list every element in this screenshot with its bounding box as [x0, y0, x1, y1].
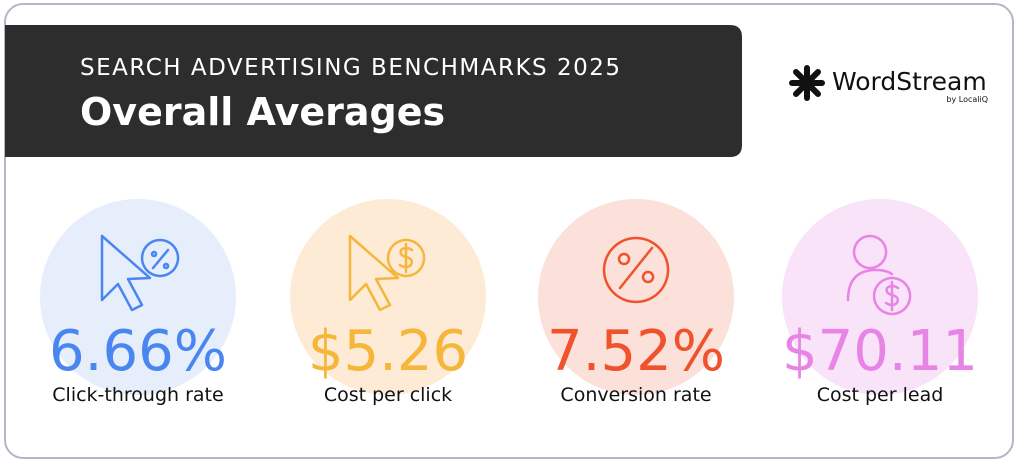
subtitle: SEARCH ADVERTISING BENCHMARKS 2025	[80, 55, 622, 81]
icon-circle	[782, 199, 978, 395]
logo-name: WordStream	[832, 67, 987, 96]
banner	[5, 25, 742, 157]
metric-value: 7.52%	[547, 319, 725, 384]
icon	[846, 234, 912, 316]
icon-circle	[538, 199, 734, 395]
logo-byline: by LocaliQ	[946, 95, 988, 104]
icon	[602, 236, 670, 304]
icon	[348, 234, 426, 312]
metric-value: $70.11	[782, 319, 978, 384]
metric-label: Cost per click	[324, 384, 452, 406]
metric-label: Click-through rate	[52, 384, 223, 406]
metric-label: Conversion rate	[560, 384, 711, 406]
title: Overall Averages	[80, 90, 445, 134]
icon	[100, 234, 180, 312]
metric-label: Cost per lead	[817, 384, 944, 406]
logo-mark	[789, 65, 825, 101]
icon-circle	[290, 199, 486, 395]
metric-value: 6.66%	[49, 319, 227, 384]
metric-value: $5.26	[308, 319, 468, 384]
